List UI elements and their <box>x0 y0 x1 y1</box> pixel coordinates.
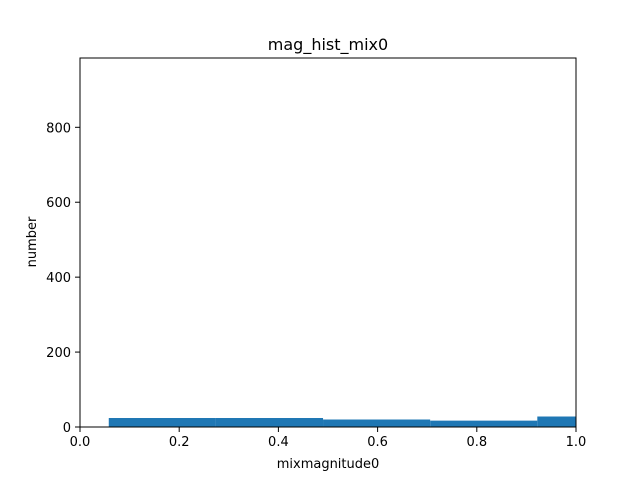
x-tick-label: 0.6 <box>367 435 388 450</box>
x-tick-label: 0.8 <box>466 435 487 450</box>
x-tick-label: 0.4 <box>268 435 289 450</box>
y-axis-ticks: 0 200 400 600 800 <box>46 121 80 436</box>
histogram-bar-1 <box>215 418 324 427</box>
histogram-bar-4 <box>537 416 576 427</box>
y-tick-label: 800 <box>46 121 71 136</box>
histogram-bar-0 <box>108 418 216 427</box>
x-tick-label: 1.0 <box>566 435 587 450</box>
y-tick-label: 600 <box>46 196 71 211</box>
chart-title: mag_hist_mix0 <box>268 35 388 55</box>
histogram-bar-3 <box>430 420 538 427</box>
x-axis-label: mixmagnitude0 <box>277 457 380 472</box>
x-tick-label: 0.0 <box>70 435 91 450</box>
y-tick-label: 200 <box>46 346 71 361</box>
x-tick-label: 0.2 <box>169 435 190 450</box>
y-axis-label: number <box>25 216 40 267</box>
bars-group <box>108 416 576 427</box>
y-tick-label: 0 <box>63 421 71 436</box>
plot-frame <box>79 57 577 428</box>
y-tick-label: 400 <box>46 271 71 286</box>
x-axis-ticks: 0.0 0.2 0.4 0.6 0.8 1.0 <box>70 427 587 450</box>
histogram-bar-2 <box>323 419 431 427</box>
